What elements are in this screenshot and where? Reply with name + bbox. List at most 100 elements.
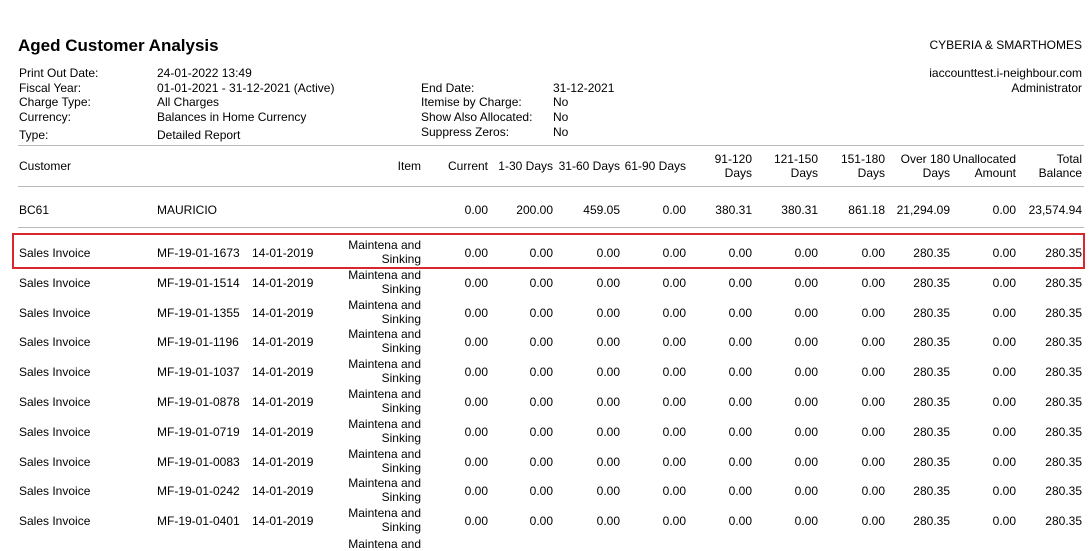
row-date: 14-01-2019 — [252, 276, 314, 290]
row-d1-30: 0.00 — [529, 276, 553, 290]
row-d91-120: 0.00 — [728, 514, 752, 528]
row-ref: MF-19-01-1673 — [157, 246, 240, 260]
row-item: Maintena and Sinking — [348, 476, 421, 504]
col-151-180-line2: Days — [857, 166, 885, 180]
row-current: 0.00 — [464, 484, 488, 498]
row-total: 280.35 — [1045, 276, 1082, 290]
row-d61-90: 0.00 — [662, 455, 686, 469]
row-total: 280.35 — [1045, 335, 1082, 349]
row-d91-120: 0.00 — [728, 306, 752, 320]
row-d151-180: 0.00 — [861, 335, 885, 349]
col-151-180-line1: 151-180 — [840, 152, 885, 166]
row-date: 14-01-2019 — [252, 484, 314, 498]
row-d91-120: 0.00 — [728, 484, 752, 498]
row-d61-90: 0.00 — [662, 514, 686, 528]
row-d31-60: 0.00 — [596, 246, 620, 260]
row-current: 0.00 — [464, 365, 488, 379]
row-d121-150: 0.00 — [794, 306, 818, 320]
row-d91-120: 0.00 — [728, 335, 752, 349]
customer-over-180: 21,294.09 — [896, 203, 950, 217]
row-item: Maintena and Sinking — [348, 447, 421, 475]
row-item: Maintena and Sinking — [348, 327, 421, 355]
meta-label: Currency: — [19, 110, 72, 124]
row-d151-180: 0.00 — [861, 425, 885, 439]
row-item: Maintena and Sinking — [348, 417, 421, 445]
row-ref: MF-19-01-1355 — [157, 306, 240, 320]
customer-current: 0.00 — [464, 203, 488, 217]
row-type: Sales Invoice — [19, 395, 91, 409]
row-d1-30: 0.00 — [529, 455, 553, 469]
row-item-line1: Maintena and — [348, 506, 421, 520]
row-ref: MF-19-01-0719 — [157, 425, 240, 439]
row-d91-120: 0.00 — [728, 246, 752, 260]
row-date: 14-01-2019 — [252, 335, 314, 349]
col-121-150-line1: 121-150 — [773, 152, 818, 166]
row-d1-30: 0.00 — [529, 335, 553, 349]
row-current: 0.00 — [464, 425, 488, 439]
row-item: Maintena and Sinking — [348, 506, 421, 534]
row-d31-60: 0.00 — [596, 395, 620, 409]
row-d1-30: 0.00 — [529, 246, 553, 260]
col-unallocated-line2: Amount — [974, 166, 1016, 180]
row-d1-30: 0.00 — [529, 425, 553, 439]
row-d151-180: 0.00 — [861, 365, 885, 379]
row-d151-180: 0.00 — [861, 514, 885, 528]
col-total: Total Balance — [1039, 152, 1082, 180]
col-121-150: 121-150 Days — [774, 152, 818, 180]
row-unalloc: 0.00 — [992, 514, 1016, 528]
row-d121-150: 0.00 — [794, 425, 818, 439]
report-title: Aged Customer Analysis — [18, 36, 219, 55]
row-d121-150: 0.00 — [794, 246, 818, 260]
row-d91-120: 0.00 — [728, 365, 752, 379]
meta-value: Balances in Home Currency — [157, 110, 307, 124]
row-unalloc: 0.00 — [992, 306, 1016, 320]
row-item-line1: Maintena and — [348, 357, 421, 371]
meta-label: Itemise by Charge: — [421, 95, 522, 109]
meta-label: Charge Type: — [19, 95, 91, 109]
row-d151-180: 0.00 — [861, 306, 885, 320]
row-d1-30: 0.00 — [529, 306, 553, 320]
row-item-line1: Maintena and — [348, 298, 421, 312]
row-type: Sales Invoice — [19, 425, 91, 439]
row-d31-60: 0.00 — [596, 365, 620, 379]
meta-label: Type: — [19, 128, 49, 142]
row-d91-120: 0.00 — [728, 276, 752, 290]
row-over180: 280.35 — [913, 425, 950, 439]
customer-total: 23,574.94 — [1028, 203, 1082, 217]
row-over180: 280.35 — [913, 246, 950, 260]
company-name: CYBERIA & SMARTHOMES — [929, 38, 1082, 52]
meta-value: No — [553, 110, 569, 124]
row-d1-30: 0.00 — [529, 395, 553, 409]
row-d1-30: 0.00 — [529, 514, 553, 528]
row-d121-150: 0.00 — [794, 276, 818, 290]
row-item-line2: Sinking — [381, 461, 421, 475]
row-total: 280.35 — [1045, 514, 1082, 528]
row-type: Sales Invoice — [19, 514, 91, 528]
col-current: Current — [447, 159, 488, 173]
row-ref: MF-19-01-0242 — [157, 484, 240, 498]
row-total: 280.35 — [1045, 425, 1082, 439]
partial-row-item: Maintena and — [348, 537, 421, 551]
col-91-120-line1: 91-120 — [714, 152, 752, 166]
row-total: 280.35 — [1045, 306, 1082, 320]
meta-value: No — [553, 95, 569, 109]
row-current: 0.00 — [464, 246, 488, 260]
row-unalloc: 0.00 — [992, 455, 1016, 469]
row-d151-180: 0.00 — [861, 395, 885, 409]
row-d121-150: 0.00 — [794, 335, 818, 349]
meta-value: Detailed Report — [157, 128, 241, 142]
row-ref: MF-19-01-0083 — [157, 455, 240, 469]
row-item-line2: Sinking — [381, 520, 421, 534]
meta-label: Show Also Allocated: — [421, 110, 533, 124]
meta-value: 31-12-2021 — [553, 81, 615, 95]
customer-151-180: 861.18 — [848, 203, 885, 217]
row-over180: 280.35 — [913, 455, 950, 469]
row-ref: MF-19-01-0878 — [157, 395, 240, 409]
customer-1-30: 200.00 — [516, 203, 553, 217]
row-date: 14-01-2019 — [252, 455, 314, 469]
customer-61-90: 0.00 — [662, 203, 686, 217]
row-ref: MF-19-01-1514 — [157, 276, 240, 290]
customer-31-60: 459.05 — [583, 203, 620, 217]
row-item-line1: Maintena and — [348, 447, 421, 461]
row-d61-90: 0.00 — [662, 276, 686, 290]
